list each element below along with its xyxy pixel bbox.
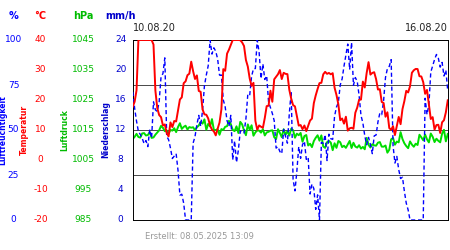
Text: 12: 12 <box>115 126 126 134</box>
Text: 4: 4 <box>118 186 123 194</box>
Text: 1015: 1015 <box>72 126 95 134</box>
Text: 1005: 1005 <box>72 156 95 164</box>
Text: °C: °C <box>35 11 46 21</box>
Text: 16.08.20: 16.08.20 <box>405 23 448 33</box>
Text: 985: 985 <box>75 216 92 224</box>
Text: 20: 20 <box>35 96 46 104</box>
Text: Niederschlag: Niederschlag <box>101 102 110 158</box>
Text: 25: 25 <box>8 170 19 179</box>
Text: 8: 8 <box>118 156 123 164</box>
Text: 10: 10 <box>35 126 46 134</box>
Text: %: % <box>9 11 18 21</box>
Text: 16: 16 <box>115 96 126 104</box>
Text: Erstellt: 08.05.2025 13:09: Erstellt: 08.05.2025 13:09 <box>145 232 254 241</box>
Text: 0: 0 <box>38 156 43 164</box>
Text: Luftdruck: Luftdruck <box>61 109 70 151</box>
Text: hPa: hPa <box>73 11 94 21</box>
Text: 10.08.20: 10.08.20 <box>133 23 176 33</box>
Text: 1035: 1035 <box>72 66 95 74</box>
Text: 0: 0 <box>11 216 16 224</box>
Text: 20: 20 <box>115 66 126 74</box>
Text: 24: 24 <box>115 36 126 44</box>
Text: 995: 995 <box>75 186 92 194</box>
Text: 50: 50 <box>8 126 19 134</box>
Text: -20: -20 <box>33 216 48 224</box>
Text: mm/h: mm/h <box>105 11 136 21</box>
Text: 0: 0 <box>118 216 123 224</box>
Text: 1025: 1025 <box>72 96 94 104</box>
Text: 30: 30 <box>35 66 46 74</box>
Text: Luftfeuchtigkeit: Luftfeuchtigkeit <box>0 95 7 165</box>
Text: Temperatur: Temperatur <box>20 105 29 155</box>
Text: 75: 75 <box>8 80 19 90</box>
Text: -10: -10 <box>33 186 48 194</box>
Text: 40: 40 <box>35 36 46 44</box>
Text: 1045: 1045 <box>72 36 94 44</box>
Text: 100: 100 <box>5 36 22 44</box>
